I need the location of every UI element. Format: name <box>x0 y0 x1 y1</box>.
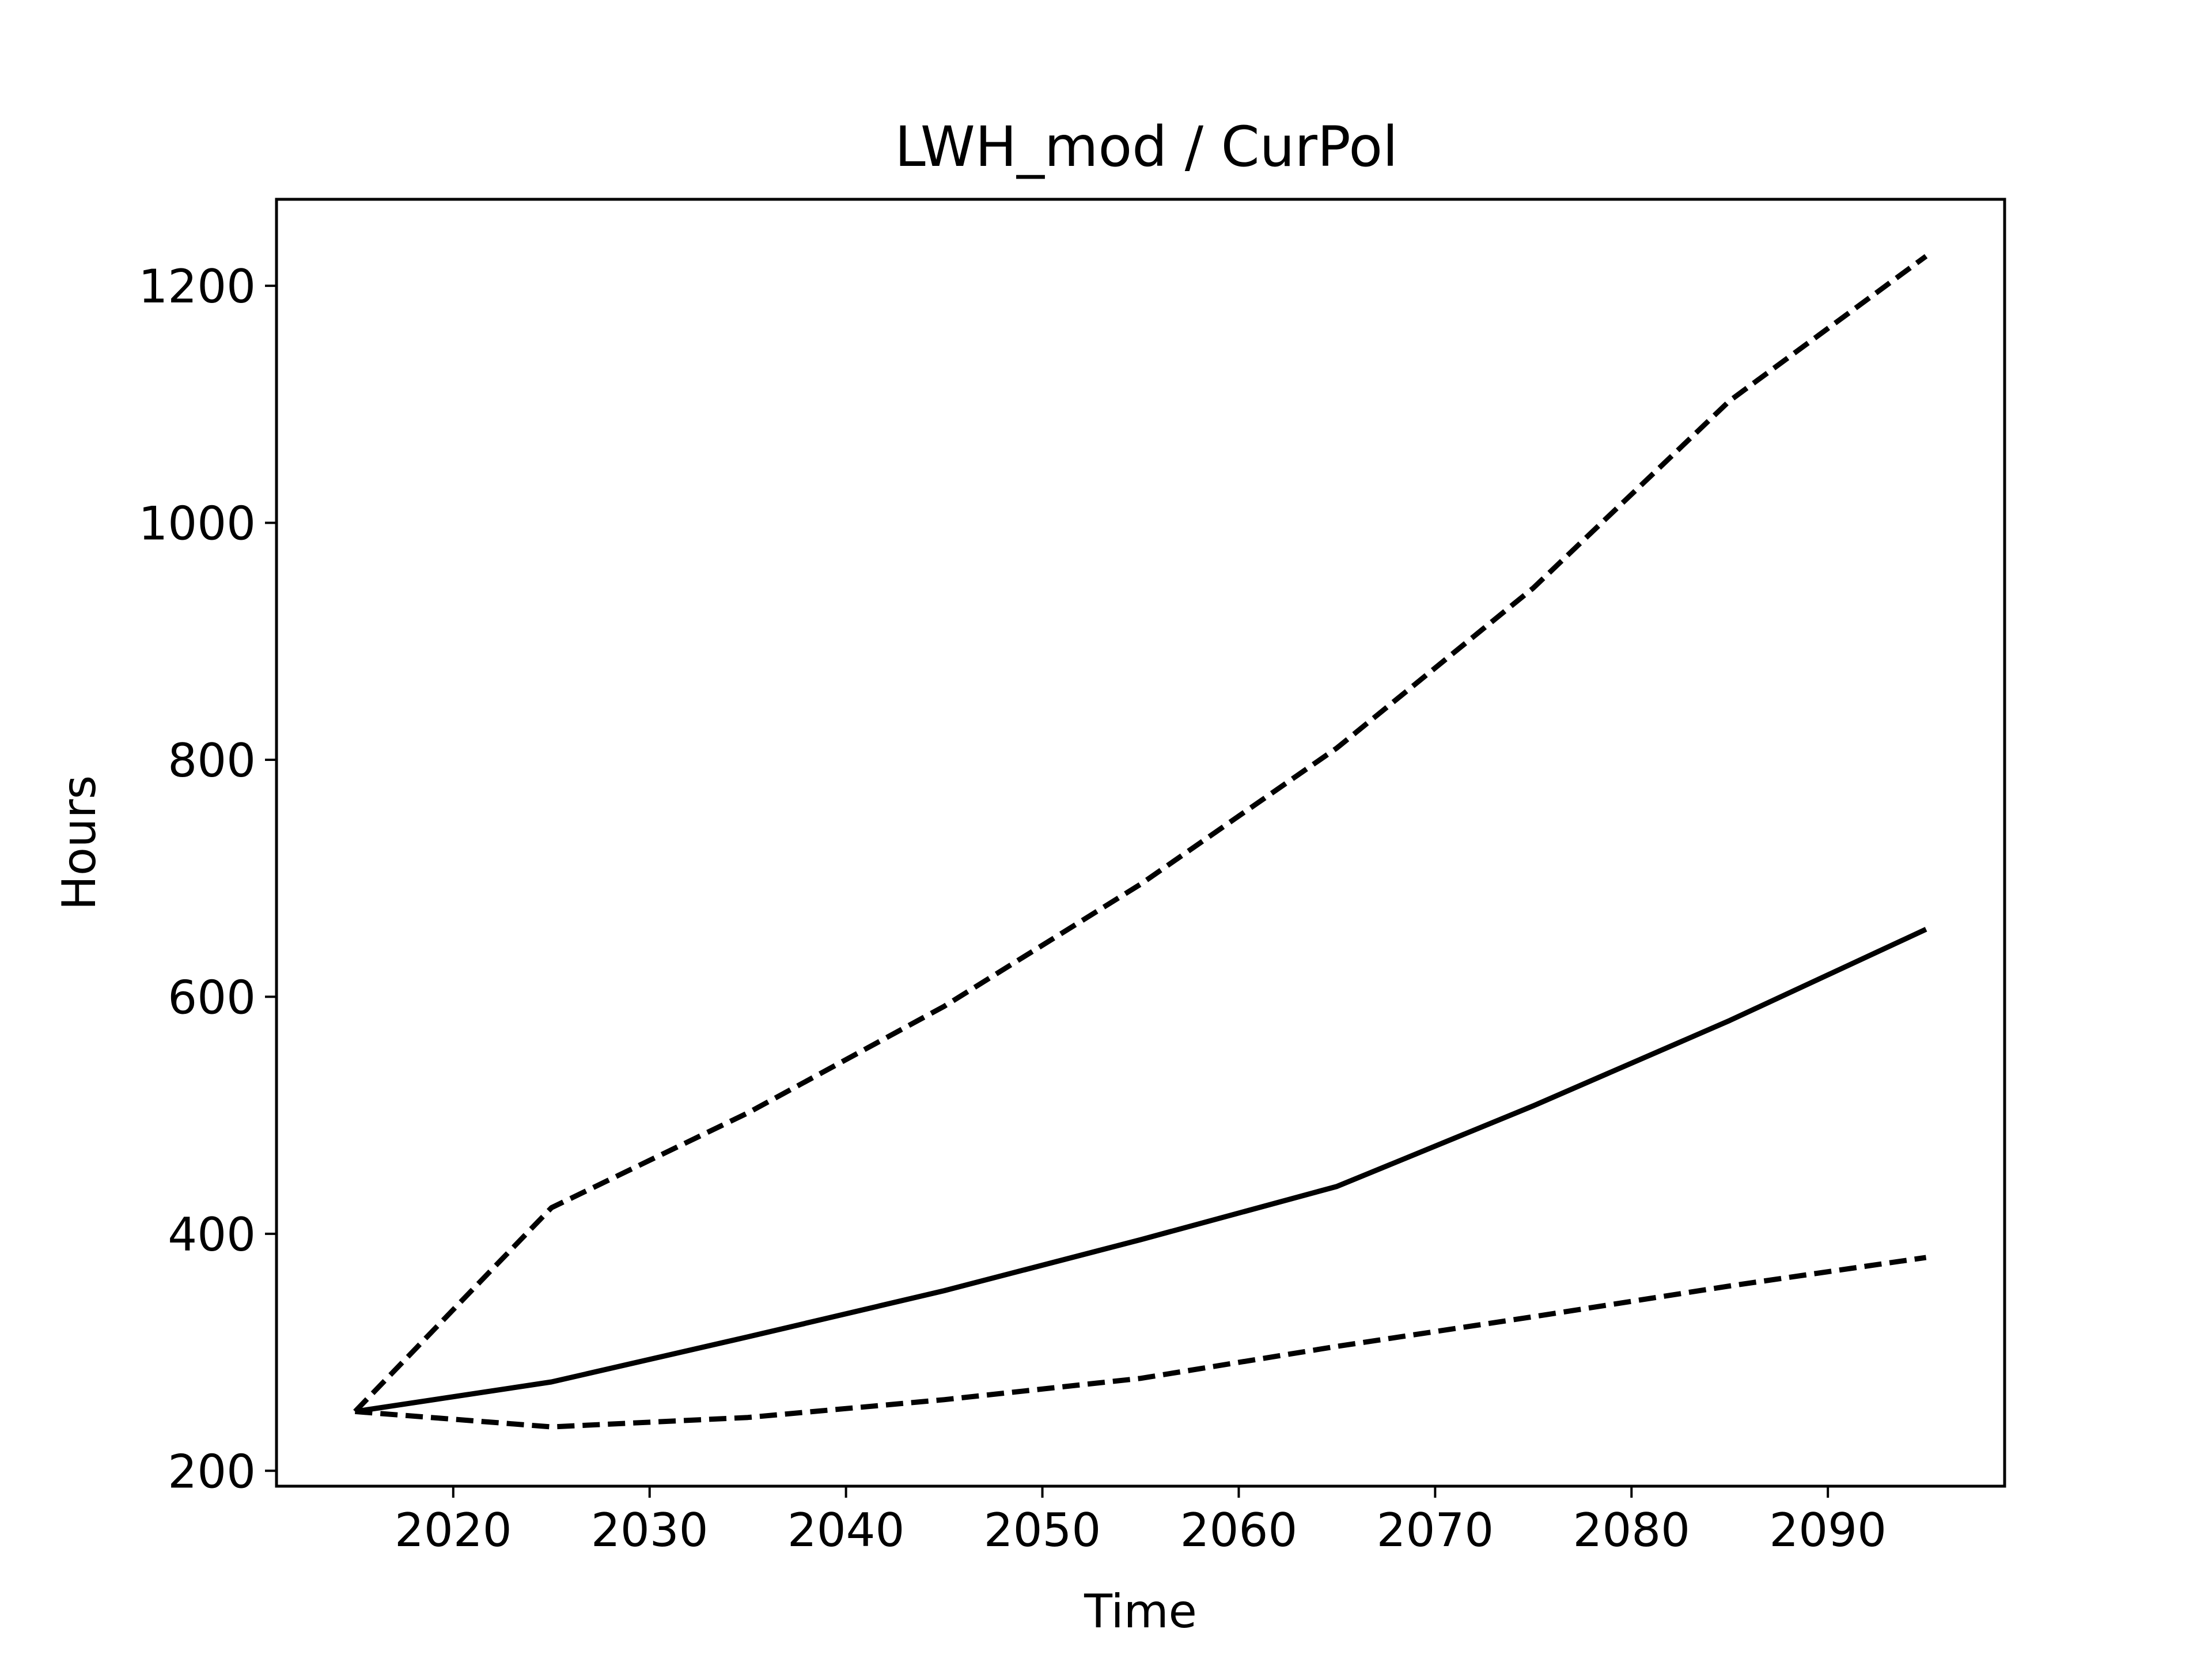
chart-title: LWH_mod / CurPol <box>895 115 1398 179</box>
x-tick-label: 2020 <box>395 1503 512 1557</box>
y-axis-label: Hours <box>52 775 106 910</box>
x-tick-label: 2030 <box>591 1503 709 1557</box>
x-tick-label: 2090 <box>1769 1503 1887 1557</box>
y-tick-label: 200 <box>168 1445 256 1498</box>
y-tick-label: 600 <box>168 971 256 1024</box>
x-tick-label: 2040 <box>787 1503 905 1557</box>
series-line-2 <box>354 927 1927 1414</box>
ticks-layer: 2020 2030 2040 2050 2060 2070 2080 2090 200 400 60… <box>138 260 1887 1557</box>
x-tick-label: 2070 <box>1377 1503 1494 1557</box>
series-line-1 <box>353 254 1928 1414</box>
series-line-3 <box>355 1255 1927 1430</box>
series-layer <box>353 254 1928 1430</box>
x-tick-label: 2050 <box>984 1503 1101 1557</box>
y-tick-label: 1000 <box>138 497 256 551</box>
y-tick-label: 400 <box>168 1208 256 1262</box>
x-tick-label: 2060 <box>1180 1503 1298 1557</box>
x-tick-label: 2080 <box>1573 1503 1690 1557</box>
y-tick-label: 1200 <box>138 260 256 313</box>
y-tick-label: 800 <box>168 734 256 787</box>
plot-area-frame <box>275 198 2006 1488</box>
x-axis-label: Time <box>1084 1585 1197 1638</box>
